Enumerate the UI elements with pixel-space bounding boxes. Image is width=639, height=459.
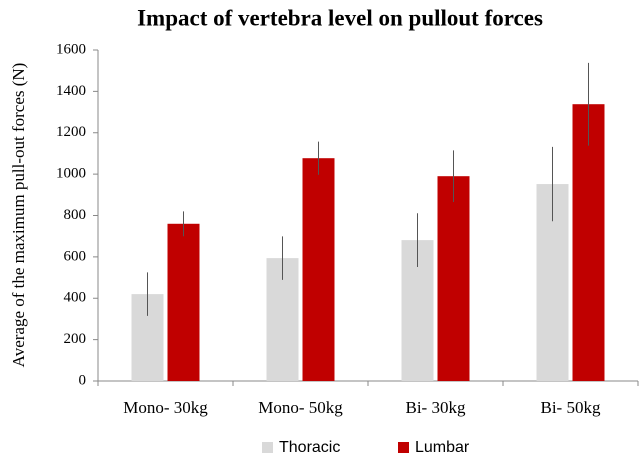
y-tick-label: 800: [64, 207, 87, 223]
legend-label: Thoracic: [279, 439, 340, 456]
y-tick-label: 1600: [56, 41, 86, 57]
x-tick-label: Bi- 50kg: [541, 398, 601, 417]
y-tick-label: 0: [79, 372, 87, 388]
x-tick-label: Mono- 30kg: [123, 398, 208, 417]
legend-swatch: [398, 442, 409, 453]
y-tick-label: 1000: [56, 166, 86, 182]
y-tick-label: 1400: [56, 83, 86, 99]
bar: [572, 104, 605, 382]
x-tick-label: Bi- 30kg: [406, 398, 466, 417]
chart-title: Impact of vertebra level on pullout forc…: [137, 5, 543, 30]
y-axis-label: Average of the maximum pull-out forces (…: [9, 63, 28, 368]
bar: [437, 176, 470, 381]
x-tick-label: Mono- 50kg: [258, 398, 343, 417]
bar: [302, 158, 335, 381]
y-tick-label: 1200: [56, 124, 86, 140]
bar: [167, 223, 200, 381]
y-tick-label: 200: [64, 331, 87, 347]
legend-label: Lumbar: [415, 439, 470, 456]
legend-swatch: [262, 442, 273, 453]
y-tick-label: 600: [64, 248, 87, 264]
y-tick-label: 400: [64, 290, 87, 306]
